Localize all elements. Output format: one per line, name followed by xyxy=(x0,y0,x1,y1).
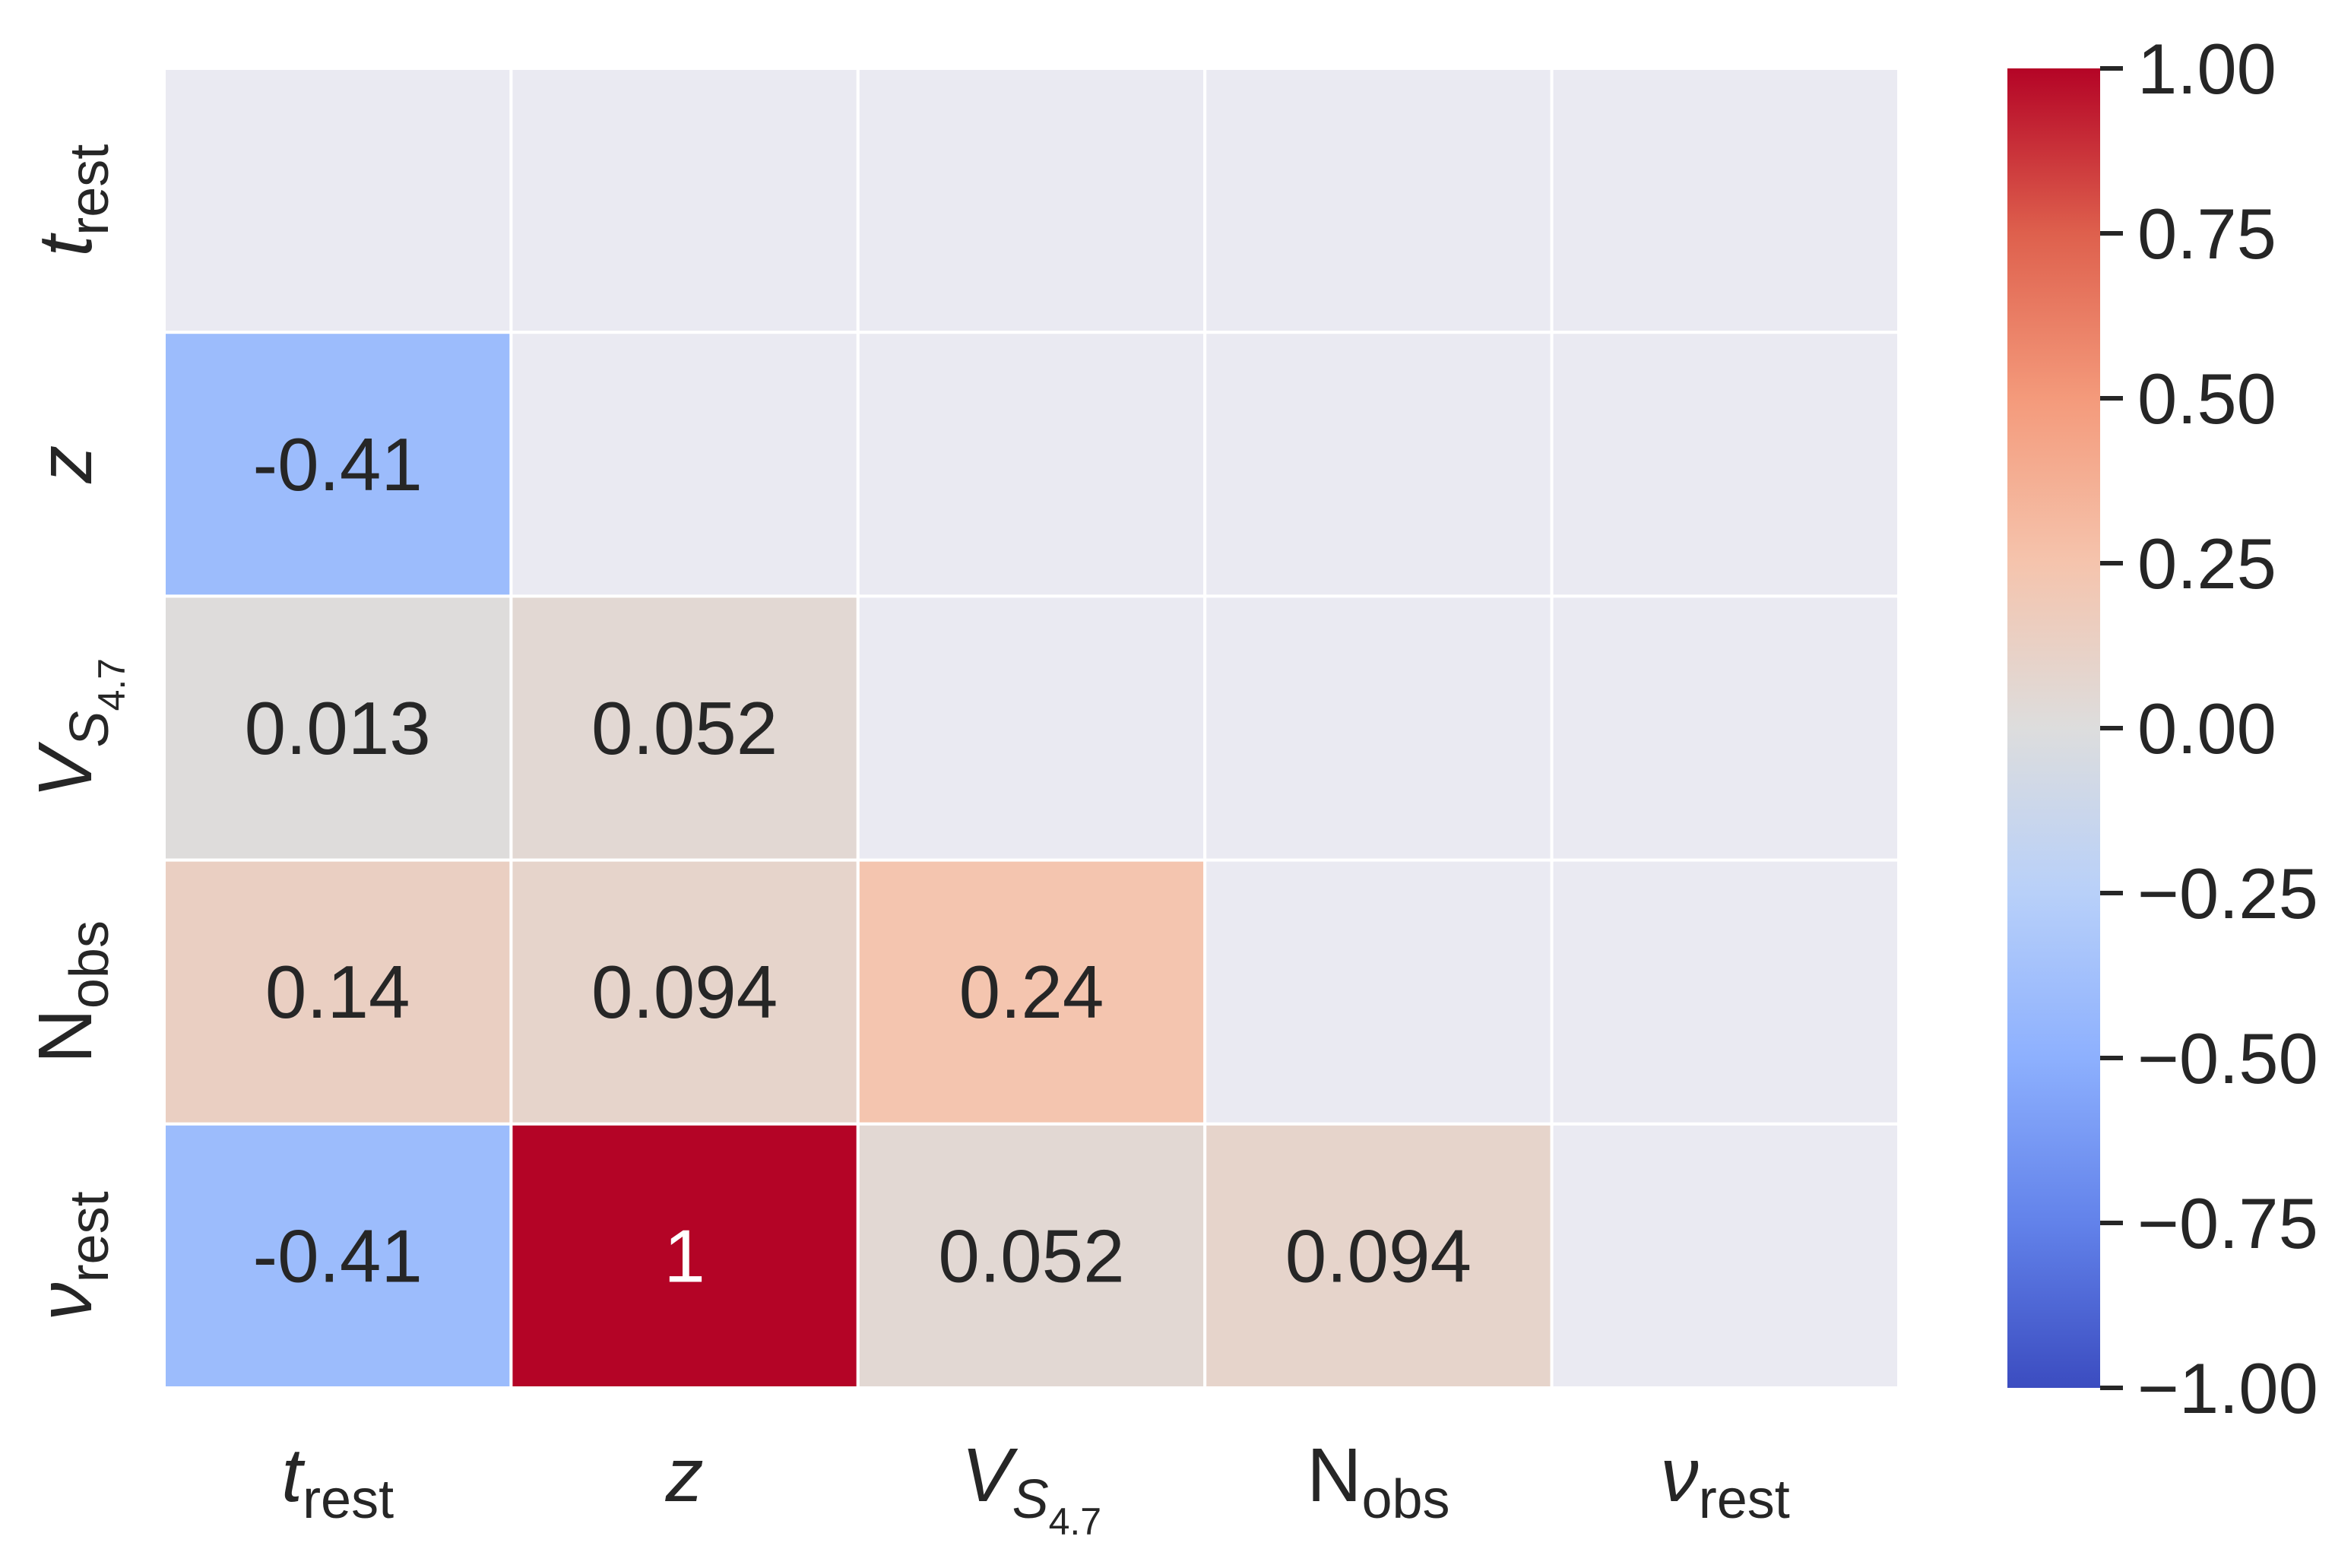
colorbar-tick-label: −0.50 xyxy=(2137,1018,2318,1098)
axis-label: VS4.7 xyxy=(23,658,133,798)
label-base: ν xyxy=(1661,1433,1699,1518)
label-sub: obs xyxy=(1361,1469,1449,1530)
axis-label: νrest xyxy=(1661,1433,1790,1530)
masked-cell xyxy=(1550,1122,1900,1390)
label-base: V xyxy=(23,741,108,798)
axis-label: Nobs xyxy=(23,920,120,1063)
axis-label: Nobs xyxy=(1307,1433,1449,1530)
label-subsub: 4.7 xyxy=(90,658,133,711)
cell xyxy=(509,594,860,862)
colorbar-tick-label: 0.75 xyxy=(2137,194,2276,274)
label-base: z xyxy=(665,1433,704,1518)
label-base: ν xyxy=(23,1282,108,1320)
colorbar-tick-label: 0.50 xyxy=(2137,359,2276,439)
label-base: N xyxy=(1307,1433,1361,1518)
cell xyxy=(856,1122,1207,1390)
cell-label: 0.052 xyxy=(938,1214,1124,1297)
label-sub: rest xyxy=(59,144,120,236)
masked-cell xyxy=(1203,594,1554,862)
colorbar xyxy=(2007,68,2100,1388)
masked-cell xyxy=(1550,858,1900,1126)
cell-label: 0.094 xyxy=(1285,1214,1472,1297)
masked-cell xyxy=(1550,331,1900,598)
label-subsub: 4.7 xyxy=(1049,1500,1102,1543)
cell xyxy=(163,1122,513,1390)
axis-label: νrest xyxy=(23,1191,120,1320)
cell xyxy=(509,858,860,1126)
colorbar-tick-label: −0.25 xyxy=(2137,854,2318,933)
label-base: V xyxy=(962,1433,1019,1518)
label-sub: rest xyxy=(303,1469,394,1530)
label-base: N xyxy=(23,1009,108,1063)
masked-cell xyxy=(1203,67,1554,334)
cell-label: -0.41 xyxy=(253,1214,423,1297)
axis-label: VS4.7 xyxy=(962,1433,1101,1543)
cell-label: 0.24 xyxy=(959,950,1104,1034)
masked-cell xyxy=(163,67,513,334)
label-sub: S xyxy=(1012,1469,1049,1530)
masked-cell xyxy=(1550,594,1900,862)
label-base: t xyxy=(23,233,108,257)
cell xyxy=(163,331,513,598)
masked-cell xyxy=(856,331,1207,598)
cell xyxy=(509,1122,860,1390)
colorbar-tick-label: 0.00 xyxy=(2137,689,2276,768)
axis-label: z xyxy=(665,1433,704,1518)
cell xyxy=(856,858,1207,1126)
label-base: t xyxy=(281,1433,306,1518)
cell xyxy=(1203,1122,1554,1390)
masked-cell xyxy=(856,67,1207,334)
label-sub: rest xyxy=(59,1191,120,1282)
cell-label: 0.013 xyxy=(245,686,431,770)
label-sub: rest xyxy=(1699,1469,1790,1530)
cell xyxy=(163,594,513,862)
cell-label: 0.14 xyxy=(265,950,410,1034)
axis-label: z xyxy=(23,445,108,484)
cell xyxy=(163,858,513,1126)
cell-label: 0.052 xyxy=(591,686,778,770)
masked-cell xyxy=(509,331,860,598)
masked-cell xyxy=(1550,67,1900,334)
label-sub: S xyxy=(59,711,120,747)
colorbar-tick-label: −1.00 xyxy=(2137,1348,2318,1428)
label-base: z xyxy=(23,445,108,484)
masked-cell xyxy=(856,594,1207,862)
masked-cell xyxy=(1203,858,1554,1126)
masked-cell xyxy=(1203,331,1554,598)
cell-label: 0.094 xyxy=(591,950,778,1034)
label-sub: obs xyxy=(59,920,120,1009)
cell-label: 1 xyxy=(664,1214,705,1297)
axis-label: trest xyxy=(23,144,120,257)
masked-cell xyxy=(509,67,860,334)
colorbar-tick-label: 1.00 xyxy=(2137,29,2276,109)
cell-label: -0.41 xyxy=(253,423,423,506)
colorbar-tick-label: −0.75 xyxy=(2137,1183,2318,1263)
colorbar-tick-label: 0.25 xyxy=(2137,524,2276,603)
axis-label: trest xyxy=(281,1433,394,1530)
